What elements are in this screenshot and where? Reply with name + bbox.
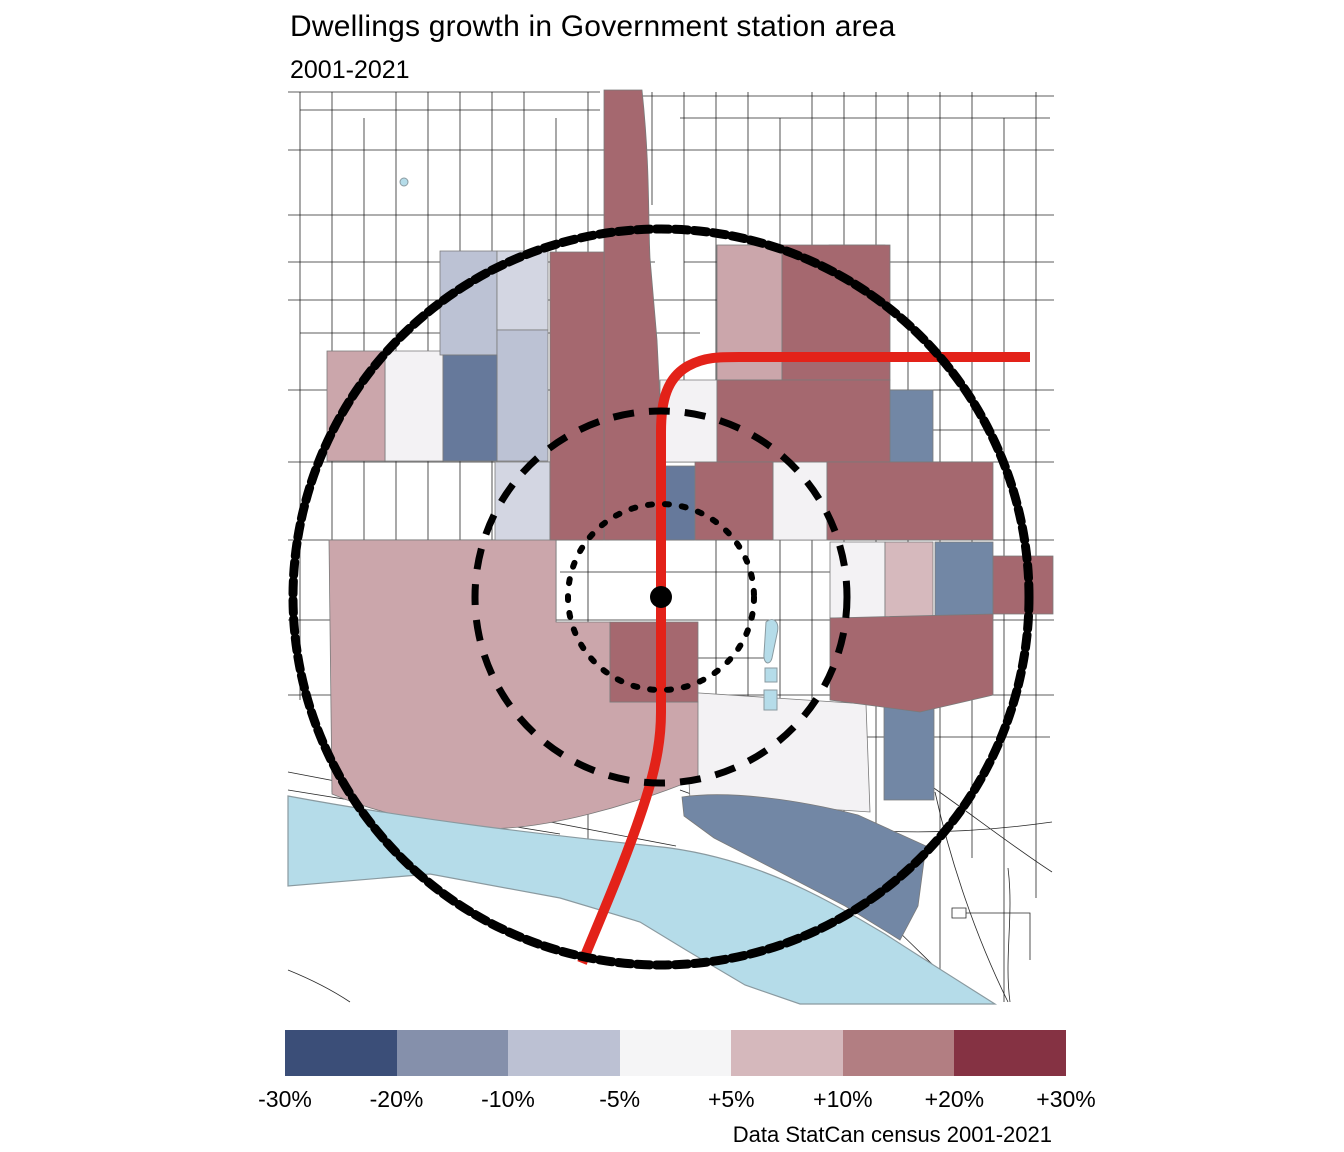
legend-labels: -30% -20% -10% -5% +5% +10% +20% +30%: [258, 1086, 1096, 1114]
choropleth-layer: [326, 89, 1054, 941]
page-subtitle: 2001-2021: [290, 56, 410, 84]
legend-swatch: [731, 1030, 843, 1076]
legend-swatch: [285, 1030, 397, 1076]
choropleth-block-red: [716, 379, 891, 463]
legend-swatch: [396, 1030, 509, 1076]
station-marker: [650, 586, 672, 608]
legend-label: +5%: [707, 1086, 755, 1112]
choropleth-block-blue-light: [496, 329, 549, 462]
legend-label: +20%: [924, 1086, 985, 1112]
choropleth-block-red-trunk: [603, 89, 662, 541]
choropleth-block-red: [609, 621, 699, 703]
legend-swatch: [508, 1030, 620, 1076]
legend-label: +30%: [1036, 1086, 1096, 1112]
legend-label: -10%: [481, 1086, 535, 1112]
legend-swatch: [842, 1030, 955, 1076]
transit-line: [577, 351, 1030, 965]
page-title: Dwellings growth in Government station a…: [290, 10, 896, 43]
choropleth-block-neutral: [384, 350, 444, 462]
choropleth-block-pink-light: [884, 541, 934, 619]
choropleth-block-red: [992, 555, 1054, 615]
pond: [764, 667, 778, 683]
pond: [763, 619, 779, 664]
river: [287, 795, 998, 1005]
water-layer: [287, 177, 998, 1005]
choropleth-block-red: [694, 461, 774, 541]
legend-label: -30%: [258, 1086, 312, 1112]
buffer-ring-outer: [288, 224, 1034, 970]
choropleth-block-blue-light: [439, 250, 498, 356]
legend-label: -5%: [599, 1086, 641, 1112]
buffer-ring-inner: [565, 501, 757, 693]
legend-label: +10%: [813, 1086, 873, 1112]
legend-label: -20%: [369, 1086, 424, 1112]
legend-color-bar: [285, 1030, 1067, 1076]
pond-small: [399, 177, 409, 187]
choropleth-block-red: [549, 251, 605, 541]
legend-swatch: [954, 1030, 1067, 1076]
choropleth-block-blue-med: [886, 389, 934, 463]
choropleth-block-red: [829, 613, 994, 713]
choropleth-block-blue-dark: [442, 354, 498, 462]
choropleth-block-blue-med: [934, 541, 994, 619]
data-source-caption: Data StatCan census 2001-2021: [732, 1122, 1052, 1147]
pond: [763, 689, 778, 711]
buffer-ring-middle: [471, 407, 851, 787]
choropleth-block-red: [826, 461, 994, 541]
buffer-rings: [288, 224, 1034, 970]
legend-swatch: [619, 1030, 732, 1076]
choropleth-block-neutral: [772, 461, 828, 541]
